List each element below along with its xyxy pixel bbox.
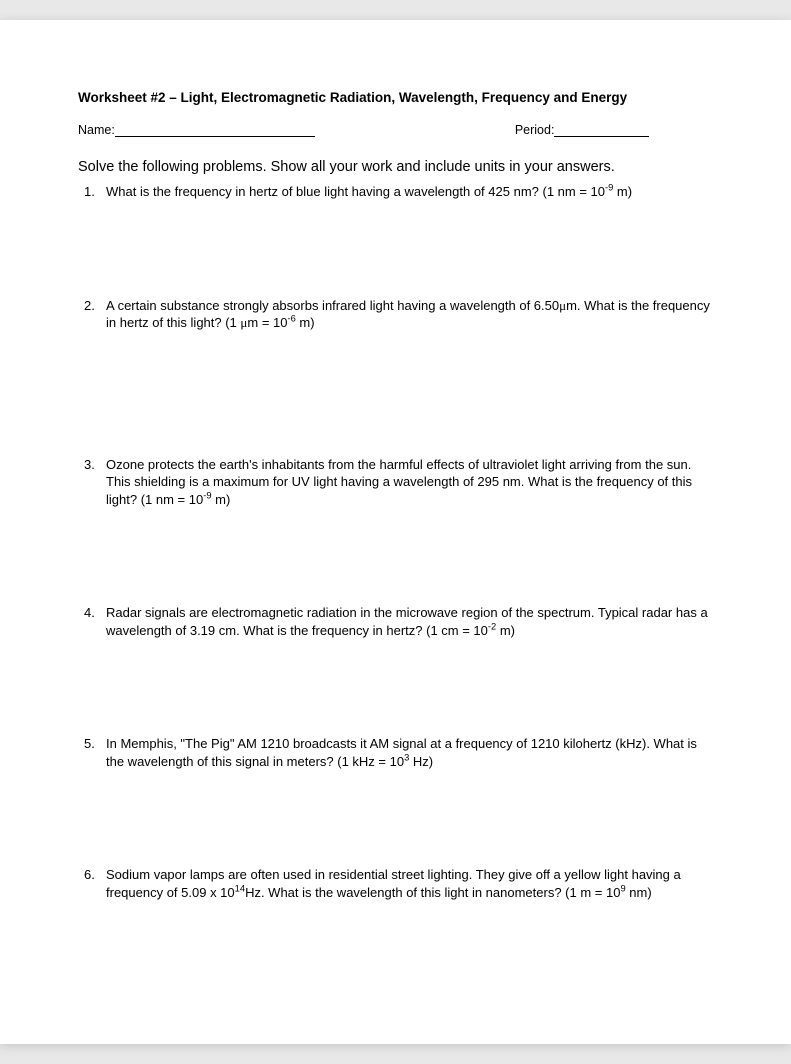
name-label: Name: bbox=[78, 123, 115, 137]
work-space bbox=[106, 774, 713, 866]
problem-text: Sodium vapor lamps are often used in res… bbox=[106, 866, 713, 901]
problem-number: 2. bbox=[84, 297, 95, 315]
name-blank[interactable] bbox=[115, 124, 315, 137]
problem-item: 6. Sodium vapor lamps are often used in … bbox=[106, 866, 713, 901]
period-blank[interactable] bbox=[554, 124, 649, 137]
problem-item: 1. What is the frequency in hertz of blu… bbox=[106, 183, 713, 201]
problem-item: 5. In Memphis, "The Pig" AM 1210 broadca… bbox=[106, 735, 713, 770]
problem-number: 1. bbox=[84, 183, 95, 201]
work-space bbox=[106, 643, 713, 735]
work-space bbox=[106, 205, 713, 297]
problem-text: What is the frequency in hertz of blue l… bbox=[106, 183, 713, 201]
problem-item: 4. Radar signals are electromagnetic rad… bbox=[106, 604, 713, 639]
work-space bbox=[106, 906, 713, 998]
problem-item: 3. Ozone protects the earth's inhabitant… bbox=[106, 456, 713, 509]
problem-number: 6. bbox=[84, 866, 95, 884]
problem-text: A certain substance strongly absorbs inf… bbox=[106, 297, 713, 332]
instructions-text: Solve the following problems. Show all y… bbox=[78, 159, 713, 175]
period-label: Period: bbox=[515, 123, 555, 137]
problem-number: 3. bbox=[84, 456, 95, 474]
name-field: Name: bbox=[78, 123, 315, 137]
problem-number: 4. bbox=[84, 604, 95, 622]
period-field: Period: bbox=[515, 123, 650, 137]
work-space bbox=[106, 512, 713, 604]
problem-text: In Memphis, "The Pig" AM 1210 broadcasts… bbox=[106, 735, 713, 770]
work-space bbox=[106, 336, 713, 456]
problems-list: 1. What is the frequency in hertz of blu… bbox=[78, 183, 713, 998]
worksheet-page: Worksheet #2 – Light, Electromagnetic Ra… bbox=[0, 20, 791, 1044]
problem-text: Ozone protects the earth's inhabitants f… bbox=[106, 456, 713, 509]
problem-item: 2. A certain substance strongly absorbs … bbox=[106, 297, 713, 332]
problem-text: Radar signals are electromagnetic radiat… bbox=[106, 604, 713, 639]
problem-number: 5. bbox=[84, 735, 95, 753]
name-period-row: Name: Period: bbox=[78, 123, 713, 137]
worksheet-title: Worksheet #2 – Light, Electromagnetic Ra… bbox=[78, 90, 713, 105]
